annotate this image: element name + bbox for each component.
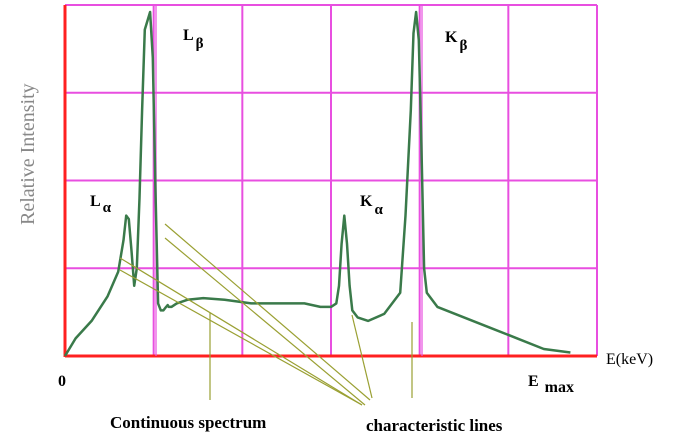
peak-label-k-alpha-main: K [360, 193, 373, 210]
leader-k-alpha [351, 314, 373, 399]
x-axis-label: E(keV) [606, 351, 653, 368]
leader-l-alpha [119, 257, 363, 406]
peak-label-l-alpha-sub: α [103, 200, 112, 216]
peak-label-k-beta-sub: β [459, 38, 467, 54]
annotation-characteristic-lines: characteristic lines [366, 416, 503, 435]
peak-label-k-alpha-sub: α [374, 202, 383, 218]
peak-label-l-beta-main: L [183, 27, 194, 44]
peak-label-l-beta-sub: β [196, 36, 204, 52]
leader-lines [119, 223, 413, 406]
leader-l-alpha-2 [119, 269, 363, 406]
x-max-main: E [528, 373, 539, 390]
annotation-continuous-spectrum: Continuous spectrum [110, 413, 266, 432]
y-axis-label: Relative Intensity [17, 83, 39, 225]
peak-label-k-beta-main: K [445, 29, 458, 46]
x-max-sub: max [545, 379, 574, 396]
spectrum-curve [63, 10, 571, 357]
grid [65, 4, 598, 356]
peak-label-l-alpha-main: L [90, 193, 101, 210]
x-origin-label: 0 [58, 373, 66, 390]
leader-l-beta [164, 223, 371, 401]
leader-l-beta-2 [164, 237, 366, 406]
